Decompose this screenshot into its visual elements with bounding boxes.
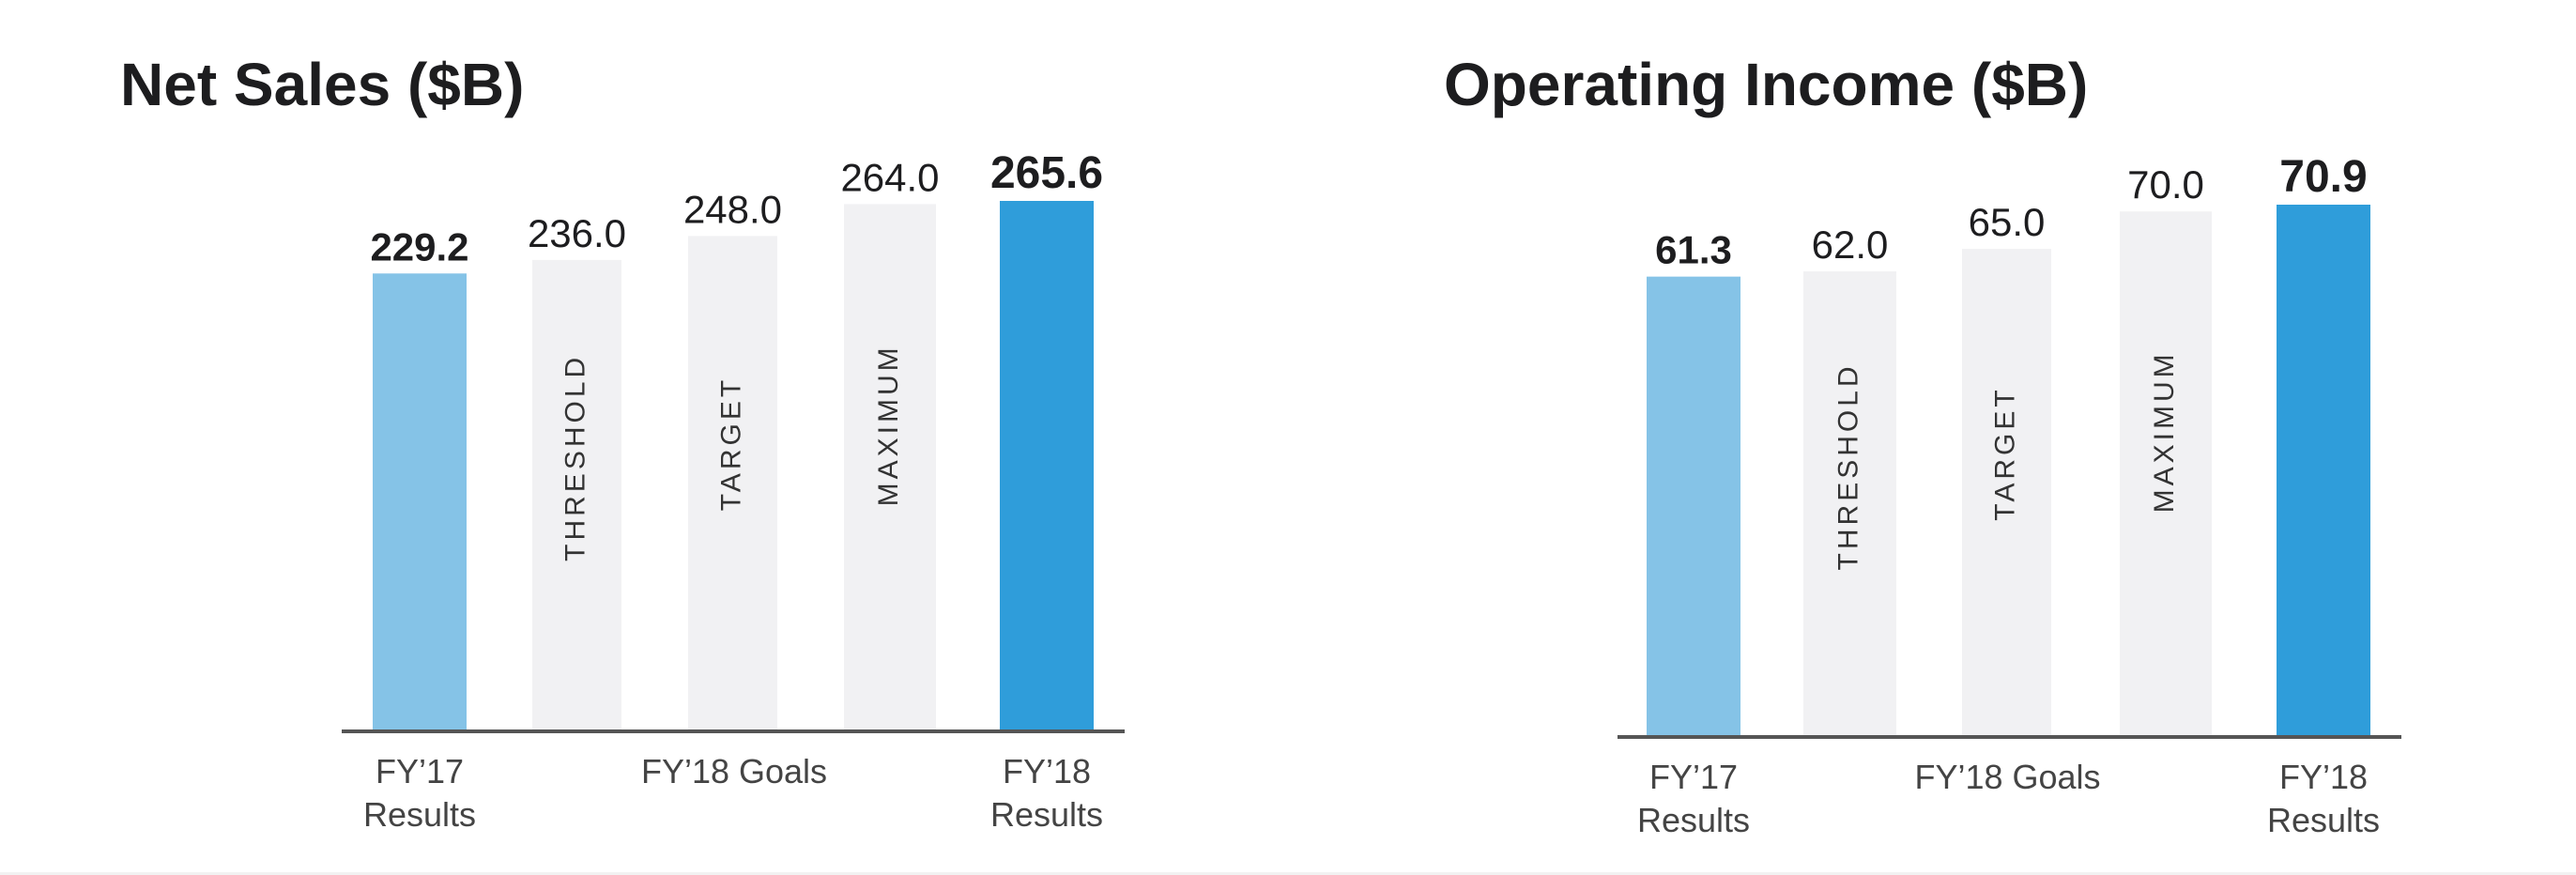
category-label-fy17-results: FY’17 Results: [363, 752, 476, 834]
data-label-maximum: 264.0: [840, 155, 939, 199]
bar-fy17-results: [373, 273, 467, 730]
bar-maximum: [844, 204, 936, 730]
inner-label-threshold: THRESHOLD: [1832, 362, 1863, 570]
inner-label-maximum: MAXIMUM: [873, 344, 904, 506]
category-label-line: FY’18 Goals: [641, 752, 827, 791]
data-label-fy17-results: 61.3: [1655, 228, 1732, 272]
bar-threshold: [1803, 271, 1896, 736]
chart-title: Net Sales ($B): [120, 51, 524, 118]
bar-fy18-results: [2277, 205, 2370, 736]
inner-label-target: TARGET: [1989, 386, 2020, 520]
chart-net-sales: Net Sales ($B) 229.2 236.0 THRESHOLD 248.0 TA…: [120, 51, 1125, 834]
bottom-divider: [0, 872, 2576, 875]
bar-target: [688, 236, 777, 731]
category-label-line: FY’18: [2279, 758, 2368, 796]
category-label-fy18-results: FY’18 Results: [2267, 758, 2380, 839]
chart-operating-income: Operating Income ($B) 61.3 62.0 THRESHOLD 65…: [1444, 51, 2401, 839]
data-label-threshold: 62.0: [1812, 223, 1889, 267]
category-label-line: Results: [363, 795, 476, 834]
inner-label-maximum: MAXIMUM: [2149, 350, 2180, 513]
category-label-line: Results: [2267, 801, 2380, 839]
category-label-fy18-results: FY’18 Results: [990, 752, 1103, 834]
category-label-line: FY’17: [376, 752, 464, 791]
data-label-maximum: 70.0: [2127, 162, 2204, 207]
inner-label-threshold: THRESHOLD: [560, 354, 590, 561]
category-label-fy18-goals: FY’18 Goals: [1914, 758, 2100, 796]
category-label-fy17-results: FY’17 Results: [1637, 758, 1750, 839]
data-label-fy17-results: 229.2: [370, 224, 468, 269]
bar-fy18-results: [1000, 201, 1094, 730]
bar-maximum: [2120, 211, 2212, 737]
data-label-target: 248.0: [683, 187, 782, 231]
bar-threshold: [532, 259, 621, 730]
data-label-fy18-results: 265.6: [990, 148, 1103, 198]
category-label-fy18-goals: FY’18 Goals: [641, 752, 827, 791]
category-label-line: FY’18: [1003, 752, 1091, 791]
chart-title: Operating Income ($B): [1444, 51, 2088, 118]
inner-label-target: TARGET: [715, 376, 746, 511]
category-label-line: Results: [1637, 801, 1750, 839]
category-label-line: Results: [990, 795, 1103, 834]
category-label-line: FY’18 Goals: [1914, 758, 2100, 796]
category-label-line: FY’17: [1649, 758, 1738, 796]
data-label-fy18-results: 70.9: [2279, 152, 2367, 202]
bar-fy17-results: [1647, 276, 1740, 736]
bar-target: [1962, 249, 2051, 737]
data-label-threshold: 236.0: [528, 211, 626, 255]
data-label-target: 65.0: [1969, 200, 2046, 244]
